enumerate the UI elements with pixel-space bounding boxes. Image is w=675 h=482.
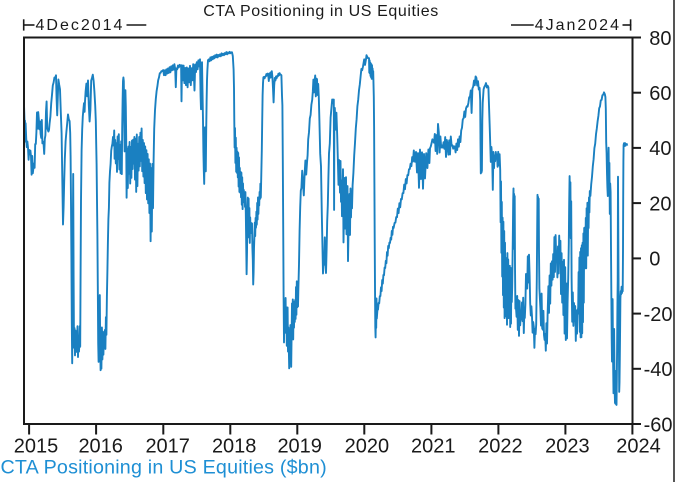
- svg-text:4Jan2024: 4Jan2024: [535, 17, 621, 34]
- svg-text:2018: 2018: [212, 436, 257, 458]
- svg-text:CTA Positioning in US Equities: CTA Positioning in US Equities ($bn): [1, 457, 327, 479]
- svg-text:2020: 2020: [345, 436, 390, 458]
- svg-text:2023: 2023: [545, 436, 590, 458]
- svg-text:2024: 2024: [616, 436, 661, 458]
- svg-text:2016: 2016: [78, 436, 123, 458]
- svg-text:40: 40: [649, 138, 671, 160]
- svg-text:60: 60: [649, 83, 671, 105]
- svg-text:2022: 2022: [478, 436, 523, 458]
- svg-text:-60: -60: [644, 414, 673, 436]
- svg-text:CTA Positioning in US Equities: CTA Positioning in US Equities: [203, 3, 439, 20]
- svg-text:80: 80: [649, 28, 671, 50]
- svg-text:0: 0: [649, 249, 660, 271]
- svg-text:-20: -20: [644, 304, 673, 326]
- svg-text:20: 20: [649, 193, 671, 215]
- svg-text:2015: 2015: [14, 436, 59, 458]
- svg-text:4Dec2014: 4Dec2014: [36, 17, 125, 34]
- svg-text:2021: 2021: [411, 436, 456, 458]
- svg-text:2019: 2019: [277, 436, 322, 458]
- svg-text:-40: -40: [644, 359, 673, 381]
- svg-text:2017: 2017: [145, 436, 190, 458]
